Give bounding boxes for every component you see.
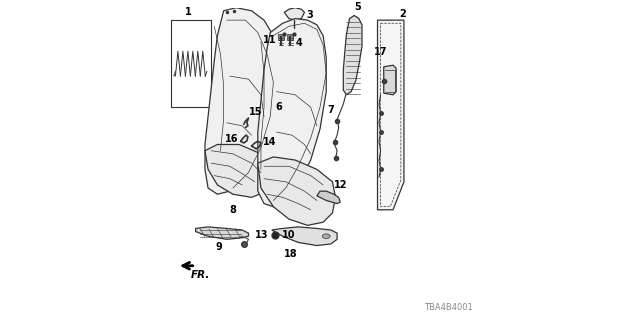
Text: 6: 6 [275,102,282,112]
Polygon shape [272,227,337,245]
Polygon shape [258,157,335,225]
Text: 8: 8 [230,205,236,215]
Polygon shape [205,145,273,197]
Polygon shape [196,227,248,239]
Text: 7: 7 [328,105,335,115]
Text: 16: 16 [225,134,238,144]
Text: 17: 17 [374,47,387,57]
Text: 10: 10 [282,230,296,240]
Text: 14: 14 [262,137,276,147]
Text: 1: 1 [184,7,191,17]
Text: 4: 4 [295,38,302,48]
Polygon shape [258,19,326,207]
Text: FR.: FR. [191,270,211,280]
Text: 5: 5 [354,2,361,12]
Text: 9: 9 [216,243,222,252]
Text: 15: 15 [249,107,262,117]
Text: 18: 18 [284,249,297,259]
Polygon shape [284,8,305,20]
Text: TBA4B4001: TBA4B4001 [424,303,472,312]
Text: 11: 11 [263,35,276,45]
Polygon shape [205,8,276,194]
Text: 3: 3 [306,11,313,20]
Text: 13: 13 [255,230,269,240]
Text: 2: 2 [399,9,406,19]
Polygon shape [378,20,404,210]
Bar [171,20,211,107]
Ellipse shape [323,234,330,238]
Text: 12: 12 [334,180,348,189]
Polygon shape [317,191,340,204]
Polygon shape [343,15,362,95]
Polygon shape [384,65,396,95]
